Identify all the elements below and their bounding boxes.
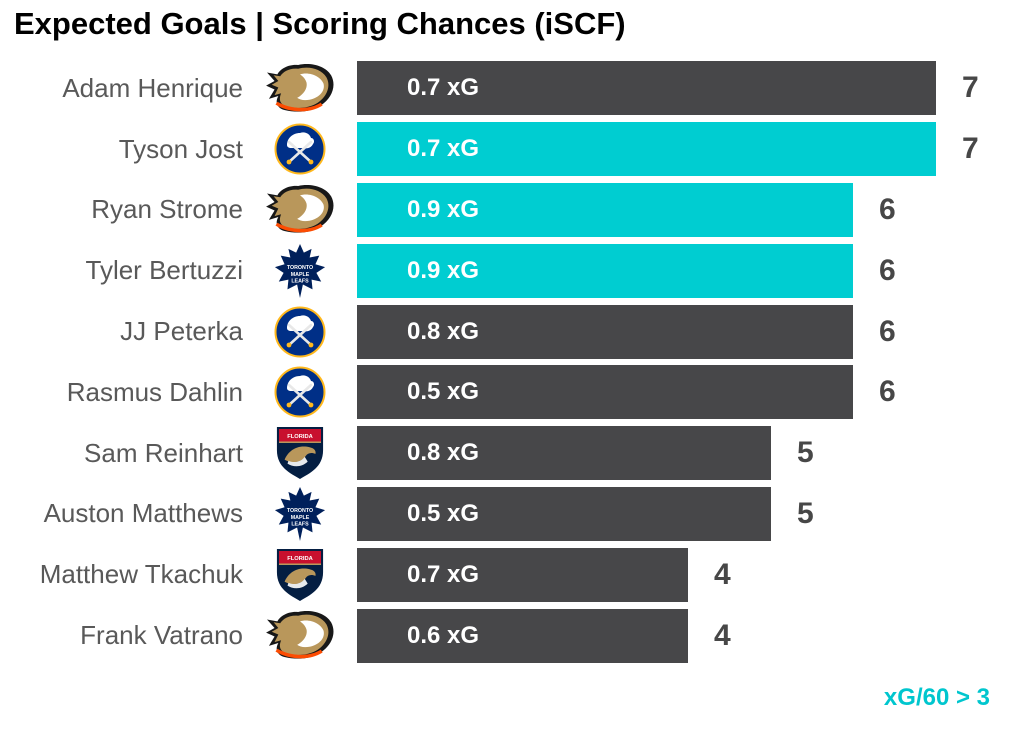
xg-value-label: 0.8 xG [407,317,480,345]
chart-title: Expected Goals | Scoring Chances (iSCF) [14,6,626,41]
xg-bar: 0.5 xG [357,365,853,420]
florida-panthers-logo-icon [243,547,357,603]
toronto-maple-leafs-logo-icon [243,486,357,542]
anaheim-ducks-logo-icon [243,611,357,660]
xg-bar: 0.7 xG [357,547,688,602]
player-name: Auston Matthews [43,498,243,529]
player-row: Adam Henrique 0.7 xG 7 [0,58,1024,119]
xg-bar: 0.9 xG [357,243,853,298]
player-name: Matthew Tkachuk [39,559,243,590]
iscf-count-label: 6 [879,253,896,287]
xg-bar: 0.8 xG [357,304,853,359]
xg-bar: 0.7 xG [357,61,936,116]
player-row: Sam Reinhart 0.8 xG 5 [0,423,1024,484]
player-row: JJ Peterka 0.8 xG 6 [0,301,1024,362]
player-name: Frank Vatrano [80,620,243,651]
iscf-count-label: 7 [962,71,979,105]
xg-value-label: 0.8 xG [407,439,480,467]
iscf-count-label: 6 [879,375,896,409]
annotation-xg60-threshold: xG/60 > 3 [883,684,990,711]
bar-chart: Adam Henrique 0.7 xG 7 Tyson Jost 0.7 xG… [0,58,1024,666]
xg-value-label: 0.5 xG [407,378,480,406]
iscf-count-label: 6 [879,192,896,226]
player-row: Ryan Strome 0.9 xG 6 [0,180,1024,241]
xg-value-label: 0.5 xG [407,499,480,527]
player-name: Adam Henrique [62,72,243,103]
player-row: Matthew Tkachuk 0.7 xG 4 [0,544,1024,605]
player-name: Rasmus Dahlin [66,376,243,407]
iscf-count-label: 4 [714,557,731,591]
xg-value-label: 0.7 xG [407,74,480,102]
xg-value-label: 0.6 xG [407,621,480,649]
buffalo-sabres-logo-icon [243,306,357,358]
player-row: Rasmus Dahlin 0.5 xG 6 [0,362,1024,423]
iscf-count-label: 7 [962,132,979,166]
xg-bar: 0.6 xG [357,608,688,663]
anaheim-ducks-logo-icon [243,185,357,234]
player-name: Tyler Bertuzzi [85,255,244,286]
player-name: Ryan Strome [91,194,243,225]
player-name: Tyson Jost [118,133,243,164]
xg-value-label: 0.9 xG [407,195,480,223]
xg-bar: 0.5 xG [357,486,771,541]
player-row: Auston Matthews 0.5 xG 5 [0,484,1024,545]
toronto-maple-leafs-logo-icon [243,243,357,299]
iscf-count-label: 5 [797,436,814,470]
player-row: Tyson Jost 0.7 xG 7 [0,119,1024,180]
player-row: Frank Vatrano 0.6 xG 4 [0,605,1024,666]
anaheim-ducks-logo-icon [243,64,357,113]
player-name: Sam Reinhart [84,437,243,468]
buffalo-sabres-logo-icon [243,123,357,175]
xg-value-label: 0.7 xG [407,135,480,163]
iscf-count-label: 4 [714,618,731,652]
xg-bar: 0.9 xG [357,182,853,237]
xg-bar: 0.8 xG [357,426,771,481]
player-row: Tyler Bertuzzi 0.9 xG 6 [0,240,1024,301]
xg-bar: 0.7 xG [357,122,936,177]
buffalo-sabres-logo-icon [243,366,357,418]
player-name: JJ Peterka [120,316,243,347]
iscf-count-label: 6 [879,314,896,348]
iscf-count-label: 5 [797,496,814,530]
xg-value-label: 0.7 xG [407,560,480,588]
florida-panthers-logo-icon [243,425,357,481]
xg-value-label: 0.9 xG [407,256,480,284]
